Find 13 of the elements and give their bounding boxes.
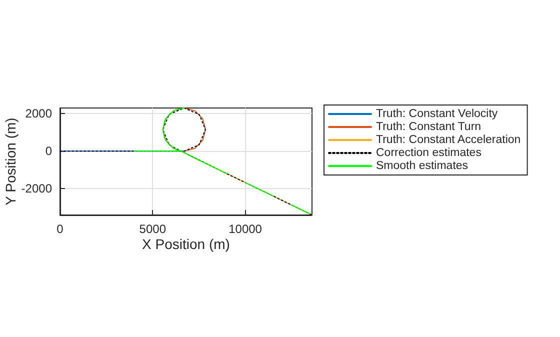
x-tick-label: 10000: [228, 222, 262, 236]
y-tick-label: 2000: [25, 106, 52, 121]
x-tick-label: 5000: [139, 222, 166, 236]
legend-label: Truth: Constant Turn: [376, 121, 482, 133]
legend-label: Smooth estimates: [376, 160, 468, 172]
y-tick-label: 0: [45, 144, 52, 158]
y-axis-title: Y Position (m): [2, 118, 18, 206]
legend-label: Truth: Constant Acceleration: [376, 134, 521, 146]
y-tick-label: -2000: [21, 182, 52, 196]
x-axis-title: X Position (m): [142, 236, 230, 252]
legend-label: Truth: Constant Velocity: [376, 108, 498, 120]
x-tick-label: 0: [56, 222, 64, 236]
legend-label: Correction estimates: [376, 147, 482, 159]
